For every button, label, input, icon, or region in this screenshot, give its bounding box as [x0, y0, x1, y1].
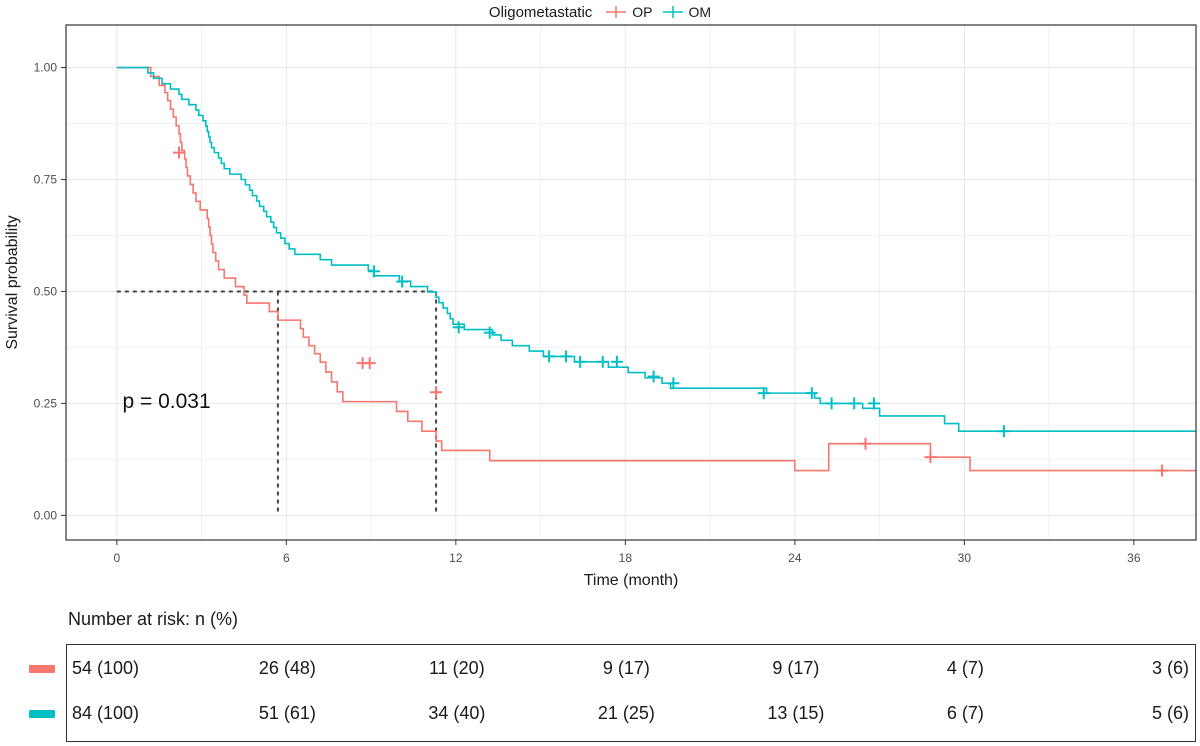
censor-mark-om: [396, 275, 409, 288]
legend-label-om: OM: [688, 4, 712, 20]
x-tick-label: 6: [283, 551, 290, 565]
legend-key-op-icon: [606, 6, 627, 18]
survival-curve-om: [116, 66, 1196, 432]
axes: 0 6 12 18 24 30 36 0.00 0.25 0.50 0.75 1.00 Time (mo…: [4, 61, 1141, 589]
y-tick-label: 0.75: [34, 173, 58, 187]
risk-table: 54 (100) 26 (48) 11 (20) 9 (17) 9 (17) 4 (7) 3…: [29, 644, 1196, 742]
censor-mark-om: [805, 387, 818, 400]
censor-mark-op: [363, 357, 376, 370]
legend-title: Oligometastatic: [488, 3, 593, 21]
legend-item-om: OM: [661, 4, 712, 20]
censor-mark-op: [173, 146, 185, 159]
censor-mark-om: [596, 355, 609, 368]
censor-mark-om: [647, 370, 660, 383]
curves: [116, 66, 1196, 477]
censor-mark-om: [543, 350, 556, 363]
risk-cell-op: 11 (20): [428, 658, 485, 678]
grid: [66, 25, 1196, 540]
risk-cell-om: 34 (40): [428, 703, 486, 723]
risk-cell-om: 84 (100): [72, 703, 140, 723]
censor-mark-om: [825, 397, 838, 410]
censor-mark-om: [574, 355, 587, 368]
risk-cell-op: 54 (100): [72, 658, 140, 678]
risk-cell-op: 4 (7): [946, 658, 984, 678]
risk-cell-op: 9 (17): [602, 658, 650, 678]
x-tick-label: 36: [1127, 551, 1141, 565]
risk-row-key-op: [29, 665, 55, 673]
x-tick-label: 24: [788, 551, 802, 565]
risk-row-key-om: [29, 710, 55, 718]
median-lines: [116, 290, 438, 516]
legend-key-om-icon: [662, 6, 683, 18]
survival-curve-op: [116, 66, 1196, 472]
censor-mark-om: [997, 425, 1010, 438]
risk-table-title: Number at risk: n (%): [68, 609, 239, 629]
p-value-annotation: p = 0.031: [123, 390, 211, 413]
y-tick-label: 0.50: [34, 284, 58, 298]
censor-mark-op: [924, 451, 937, 464]
censor-mark-op: [859, 437, 872, 450]
censor-mark-om: [367, 265, 380, 278]
censor-mark-om: [848, 397, 861, 410]
y-tick-label: 0.00: [34, 508, 58, 522]
risk-cell-om: 6 (7): [946, 703, 984, 723]
panel-border: [65, 24, 1197, 541]
legend: Oligometastatic OP OM: [0, 0, 1200, 24]
legend-item-op: OP: [604, 4, 653, 20]
y-tick-label: 0.25: [34, 396, 58, 410]
censor-mark-om: [757, 387, 770, 400]
risk-cell-om: 51 (61): [258, 703, 316, 723]
censor-mark-om: [610, 355, 623, 368]
risk-cell-op: 9 (17): [772, 658, 820, 678]
y-axis-title: Survival probability: [4, 215, 21, 349]
censor-mark-om: [560, 350, 573, 363]
y-tick-label: 1.00: [34, 61, 58, 75]
censor-mark-om: [667, 377, 680, 390]
censor-mark-op: [430, 386, 443, 399]
survival-plot: 0 6 12 18 24 30 36 0.00 0.25 0.50 0.75 1.00 Time (mo…: [4, 24, 1197, 589]
censor-mark-om: [483, 326, 496, 339]
x-tick-label: 0: [114, 551, 121, 565]
x-tick-label: 30: [958, 551, 972, 565]
censor-mark-om: [867, 397, 880, 410]
risk-cell-om: 13 (15): [767, 703, 825, 723]
censor-mark-om: [452, 321, 465, 334]
x-axis-title: Time (month): [584, 572, 679, 589]
risk-cell-om: 21 (25): [597, 703, 655, 723]
x-tick-label: 12: [449, 551, 463, 565]
censor-mark-op: [1156, 464, 1169, 477]
risk-cell-om: 5 (6): [1151, 703, 1189, 723]
risk-cell-op: 26 (48): [258, 658, 316, 678]
x-tick-label: 18: [619, 551, 633, 565]
legend-label-op: OP: [632, 4, 653, 20]
risk-cell-op: 3 (6): [1151, 658, 1189, 678]
